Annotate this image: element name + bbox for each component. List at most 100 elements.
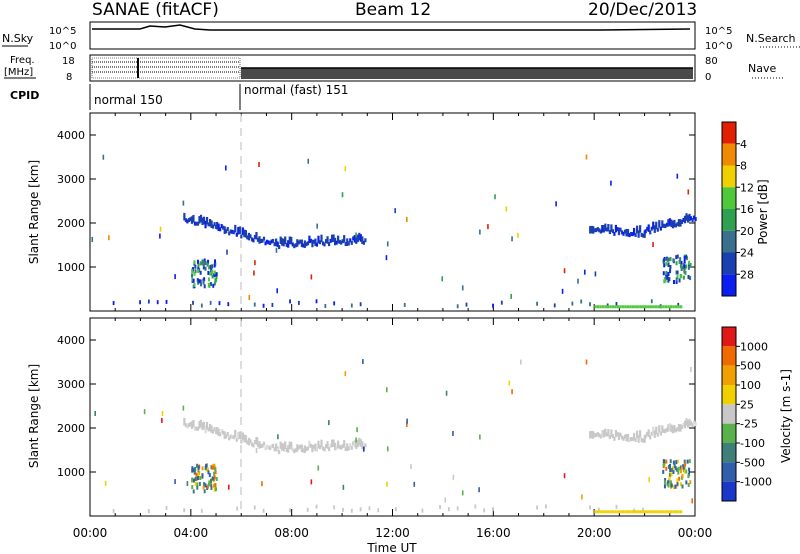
echo-cell (500, 300, 503, 305)
echo-cell (216, 225, 219, 230)
echo-cell (671, 220, 675, 225)
echo-cell (297, 240, 300, 245)
echo-cell (235, 232, 238, 237)
echo-cell (349, 443, 352, 448)
echo-cell (317, 235, 320, 240)
echo-cell (691, 498, 694, 504)
echo-cell (609, 510, 612, 514)
echo-cell (308, 235, 311, 240)
echo-cell (214, 487, 217, 492)
power-panel: 1000 2000 3000 4000 Slant Range [km] 28 24 20… (27, 112, 770, 312)
echo-cell (334, 237, 337, 242)
echo-cell (642, 510, 645, 514)
echo-cell (310, 274, 313, 280)
echo-cell (337, 440, 340, 445)
echo-cell (303, 243, 306, 248)
echo-cell (599, 434, 602, 439)
echo-cell (212, 483, 215, 488)
colorbar-swatch (722, 327, 736, 347)
echo-cell (258, 441, 261, 446)
echo-cell (279, 236, 282, 241)
echo-cell (234, 429, 237, 434)
y-tick-label: 4000 (57, 334, 85, 347)
echo-cell (217, 227, 220, 232)
echo-cell (624, 510, 627, 514)
echo-cell (318, 240, 322, 245)
echo-cell (563, 473, 566, 479)
echo-cell (108, 235, 110, 241)
echo-cell (289, 508, 291, 513)
echo-cell (212, 273, 215, 278)
echo-cell (240, 439, 243, 444)
echo-cell (616, 510, 620, 514)
echo-cell (196, 426, 200, 431)
colorbar-tick-label: 25 (740, 398, 754, 411)
echo-cell (223, 431, 226, 436)
echo-cell (605, 432, 608, 437)
echo-cell (296, 444, 299, 449)
echo-cell (262, 303, 265, 308)
echo-cell (237, 431, 240, 436)
echo-cell (244, 435, 247, 440)
echo-cell (639, 433, 642, 438)
echo-cell (669, 480, 672, 485)
echo-cell (253, 439, 257, 444)
echo-cell (303, 448, 306, 453)
echo-cell (282, 238, 285, 243)
echo-cell (478, 487, 480, 493)
echo-cell (688, 418, 691, 423)
echo-cell (275, 443, 278, 448)
echo-cell (355, 437, 357, 443)
echo-cell (594, 305, 597, 309)
echo-cell (228, 436, 231, 441)
echo-cell (285, 447, 288, 452)
y-tick-label: 3000 (57, 378, 85, 391)
echo-cell (650, 226, 653, 231)
echo-cell (275, 247, 278, 253)
echo-cell (184, 423, 187, 428)
echo-cell (675, 279, 678, 284)
echo-cell (361, 239, 364, 244)
echo-cell (320, 443, 323, 448)
echo-cell (333, 505, 336, 510)
echo-cell (692, 215, 696, 220)
echo-cell (212, 465, 215, 470)
echo-cell (309, 238, 313, 243)
colorbar-swatch (722, 252, 736, 275)
echo-cell (611, 229, 615, 234)
echo-cell (210, 220, 213, 225)
echo-cell (617, 227, 621, 232)
echo-cell (590, 225, 593, 230)
echo-cell (358, 232, 361, 237)
echo-cell (479, 434, 481, 440)
echo-cell (201, 259, 204, 264)
echo-cell (677, 424, 681, 429)
echo-cell (410, 464, 412, 470)
echo-cell (685, 480, 688, 485)
echo-cell (254, 260, 256, 266)
echo-cell (653, 228, 656, 233)
echo-cell (659, 510, 663, 514)
echo-cell (246, 235, 249, 240)
echo-cell (208, 427, 212, 432)
echo-cell (335, 240, 338, 245)
echo-cell (201, 473, 204, 478)
echo-cell (321, 446, 325, 451)
echo-cell (688, 459, 691, 464)
echo-cell (492, 507, 494, 512)
echo-cell (143, 409, 146, 415)
echo-cell (250, 237, 254, 242)
echo-cell (620, 435, 624, 440)
echo-cell (191, 277, 194, 282)
y-tick-label: 3000 (57, 173, 85, 186)
echo-cell (601, 510, 605, 514)
echo-cell (647, 227, 650, 232)
echo-cell (252, 238, 255, 243)
echo-cell (334, 446, 337, 451)
echo-cell (237, 435, 240, 440)
echo-cell (236, 506, 239, 511)
echo-cell (193, 282, 196, 287)
echo-cell (202, 265, 205, 270)
echo-cell (264, 446, 267, 451)
echo-cell (234, 228, 237, 233)
